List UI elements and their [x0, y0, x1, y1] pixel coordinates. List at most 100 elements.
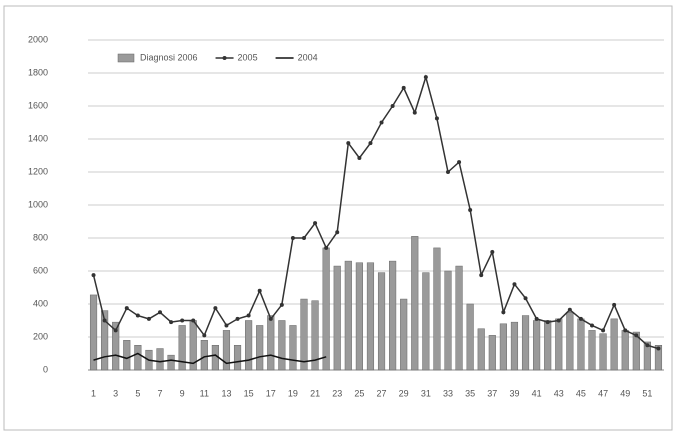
line-marker: [302, 236, 306, 240]
line-marker: [158, 310, 162, 315]
bar: [278, 320, 286, 371]
bar: [300, 298, 308, 371]
bar: [610, 318, 618, 371]
legend-label: 2004: [298, 52, 318, 62]
line-marker: [656, 346, 661, 351]
line-marker: [556, 318, 561, 323]
bar: [123, 340, 131, 371]
line-marker: [623, 328, 628, 333]
legend-label: Diagnosi 2006: [140, 52, 198, 62]
line-marker: [368, 141, 373, 146]
bar: [233, 345, 242, 371]
line-series: [93, 352, 327, 365]
line-marker: [335, 230, 340, 235]
line-marker: [512, 282, 517, 287]
bar: [555, 318, 563, 371]
bar: [621, 330, 629, 371]
x-tick-label: 15: [244, 388, 254, 398]
bar: [544, 320, 552, 371]
bar: [643, 341, 651, 371]
bar: [466, 303, 474, 371]
line-marker: [490, 250, 495, 255]
line-marker: [313, 221, 318, 226]
bar: [632, 331, 640, 371]
x-tick-label: 19: [288, 388, 298, 398]
line-marker: [91, 273, 96, 278]
line-marker: [379, 120, 384, 125]
line-marker: [290, 236, 295, 240]
bar: [477, 328, 485, 371]
bar: [311, 300, 319, 371]
bar: [322, 247, 330, 371]
x-tick-label: 23: [332, 388, 342, 398]
y-tick-label: 2000: [28, 34, 48, 44]
bar: [521, 315, 530, 371]
line-marker: [446, 170, 450, 174]
line-marker: [590, 323, 594, 328]
bar: [355, 262, 363, 371]
line-marker: [523, 296, 528, 301]
y-tick-label: 0: [43, 364, 48, 374]
y-tick-label: 1200: [28, 166, 48, 176]
x-tick-label: 43: [554, 388, 564, 398]
bar: [167, 354, 175, 371]
line-marker: [357, 155, 362, 160]
x-tick-label: 39: [509, 388, 519, 398]
bar: [222, 330, 231, 371]
line-marker: [224, 323, 229, 328]
bar: [289, 325, 297, 371]
y-tick-label: 600: [33, 265, 48, 275]
bar: [455, 265, 463, 371]
bar: [156, 348, 164, 371]
line-marker: [545, 320, 550, 325]
x-tick-label: 13: [221, 388, 231, 398]
line-marker: [578, 316, 583, 321]
x-tick-label: 37: [487, 388, 497, 398]
bar: [566, 312, 574, 371]
x-tick-label: 29: [399, 388, 409, 398]
x-tick-label: 1: [91, 388, 96, 398]
bar: [533, 320, 541, 371]
line-marker: [246, 313, 251, 318]
x-tick-label: 7: [157, 388, 162, 398]
bar: [422, 272, 430, 371]
x-tick-label: 25: [354, 388, 364, 398]
line-marker: [202, 333, 207, 338]
bar: [433, 247, 441, 371]
line-marker: [124, 306, 129, 311]
line-marker: [567, 307, 572, 312]
line-marker: [501, 310, 506, 315]
bar: [267, 315, 275, 371]
bar: [344, 260, 352, 371]
y-tick-label: 200: [33, 331, 48, 341]
line-marker: [390, 104, 395, 108]
y-tick-label: 1400: [28, 133, 48, 143]
bar: [599, 333, 607, 371]
line-marker: [169, 320, 174, 325]
bar: [577, 318, 585, 371]
line-series: [92, 74, 659, 350]
bar: [200, 340, 208, 371]
line-marker: [113, 328, 118, 333]
bar: [588, 330, 596, 371]
x-tick-label: 41: [532, 388, 542, 398]
bar: [510, 321, 519, 371]
bar: [411, 236, 419, 371]
y-tick-label: 1800: [28, 67, 48, 77]
bar: [89, 294, 98, 371]
line-marker: [401, 85, 406, 90]
y-tick-label: 400: [33, 298, 48, 308]
bar: [101, 310, 109, 371]
x-tick-label: 51: [642, 388, 652, 398]
bar: [333, 265, 341, 371]
line-marker: [213, 306, 218, 311]
x-tick-label: 5: [135, 388, 140, 398]
y-tick-label: 1600: [28, 100, 48, 110]
y-tick-label: 800: [33, 232, 48, 242]
line-marker: [468, 207, 473, 212]
line-marker: [102, 318, 107, 323]
bar: [400, 298, 408, 371]
bar: [377, 272, 386, 371]
line-marker: [601, 328, 606, 333]
